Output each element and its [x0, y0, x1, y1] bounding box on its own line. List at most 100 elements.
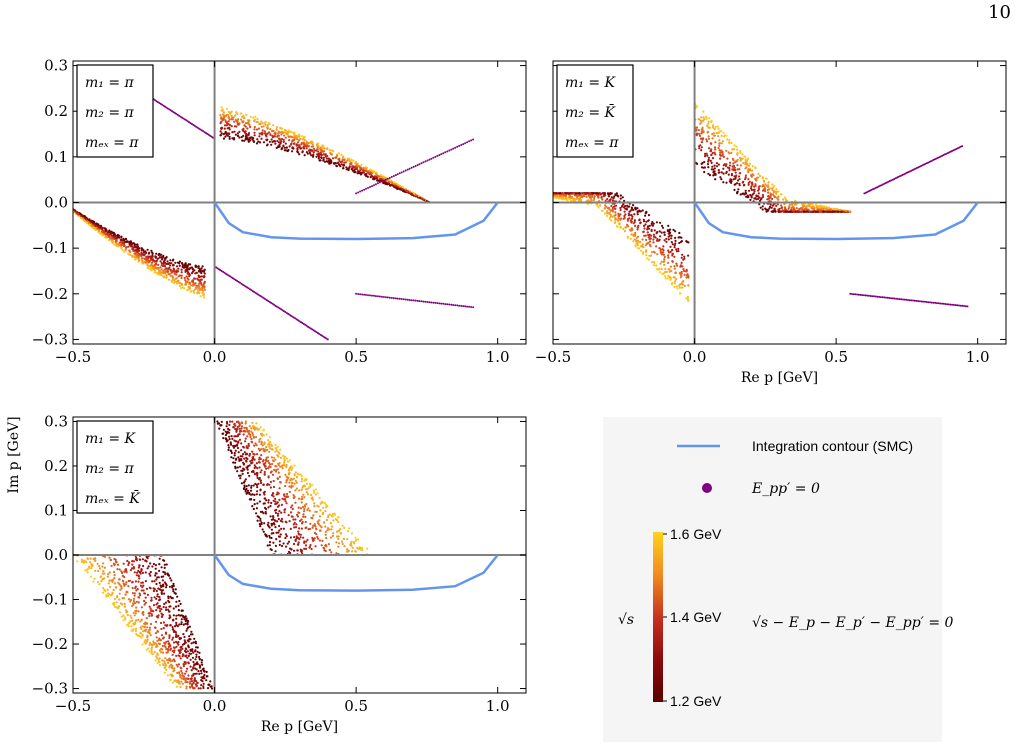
sqrt-s-point	[623, 199, 626, 202]
sqrt-s-point	[832, 210, 835, 213]
sqrt-s-point	[761, 184, 765, 187]
sqrt-s-point	[70, 208, 72, 210]
sqrt-s-point	[596, 204, 599, 207]
sqrt-s-point	[314, 545, 317, 548]
sqrt-s-point	[137, 580, 140, 583]
sqrt-s-point	[634, 244, 637, 247]
sqrt-s-point	[609, 192, 612, 195]
sqrt-s-point	[362, 169, 365, 172]
sqrt-s-point	[615, 225, 619, 228]
sqrt-s-point	[680, 256, 683, 259]
sqrt-s-point	[244, 135, 247, 138]
sqrt-s-point	[291, 146, 294, 149]
epp-zero-point	[359, 190, 362, 193]
sqrt-s-point	[224, 115, 227, 118]
sqrt-s-point	[156, 595, 159, 598]
sqrt-s-point	[718, 144, 721, 147]
sqrt-s-point	[701, 161, 704, 165]
sqrt-s-point	[707, 158, 710, 161]
integration-contour	[213, 201, 499, 241]
sqrt-s-point	[171, 674, 174, 678]
sqrt-s-point	[413, 192, 416, 195]
sqrt-s-point	[307, 142, 310, 145]
sqrt-s-point	[822, 210, 825, 213]
sqrt-s-point	[326, 160, 329, 163]
sqrt-s-point	[269, 133, 272, 136]
sqrt-s-point	[394, 184, 397, 187]
sqrt-s-point	[619, 206, 622, 210]
sqrt-s-point	[311, 141, 314, 144]
sqrt-s-point	[312, 153, 315, 156]
sqrt-s-point	[251, 505, 254, 508]
sqrt-s-point	[747, 171, 750, 174]
sqrt-s-point	[676, 264, 679, 267]
sqrt-s-point	[609, 213, 613, 216]
sqrt-s-point	[324, 525, 327, 528]
sqrt-s-point	[736, 168, 739, 171]
sqrt-s-point	[652, 241, 655, 244]
sqrt-s-point	[241, 120, 244, 124]
epp-zero-point	[890, 179, 893, 182]
sqrt-s-point	[259, 525, 262, 528]
sqrt-s-point	[159, 598, 162, 601]
epp-zero-point	[408, 167, 411, 170]
sqrt-s-point	[641, 238, 644, 241]
sqrt-s-point	[273, 523, 276, 526]
sqrt-s-point	[673, 282, 677, 285]
sqrt-s-point	[350, 168, 353, 171]
sqrt-s-point	[318, 529, 322, 532]
sqrt-s-point	[108, 556, 111, 559]
sqrt-s-point	[617, 195, 620, 198]
epp-zero-point	[935, 302, 938, 305]
sqrt-s-point	[772, 191, 776, 194]
sqrt-s-point	[168, 278, 171, 281]
sqrt-s-point	[571, 196, 574, 199]
sqrt-s-point	[297, 151, 300, 154]
sqrt-s-point	[630, 207, 634, 210]
sqrt-s-point	[180, 287, 183, 290]
sqrt-s-point	[178, 274, 182, 277]
sqrt-s-point	[653, 261, 656, 264]
sqrt-s-point	[326, 527, 330, 530]
sqrt-s-point	[267, 499, 270, 502]
sqrt-s-point	[545, 192, 547, 194]
sqrt-s-point	[253, 473, 256, 476]
sqrt-s-point	[228, 132, 231, 135]
sqrt-s-point	[696, 126, 699, 129]
sqrt-s-point	[120, 247, 123, 250]
sqrt-s-point	[568, 192, 572, 195]
sqrt-s-point	[253, 458, 256, 461]
sqrt-s-point	[300, 488, 303, 491]
sqrt-s-point	[812, 210, 815, 213]
sqrt-s-point	[673, 285, 676, 289]
sqrt-s-point	[652, 222, 655, 225]
sqrt-s-point	[171, 264, 175, 267]
sqrt-s-point	[143, 641, 146, 644]
sqrt-s-point	[602, 195, 606, 198]
sqrt-s-point	[255, 444, 258, 447]
sqrt-s-point	[118, 592, 121, 595]
sqrt-s-point	[662, 253, 666, 256]
sqrt-s-point	[772, 184, 775, 187]
x-tick-label: 0.5	[824, 348, 848, 366]
sqrt-s-point	[703, 118, 706, 121]
sqrt-s-point	[761, 208, 764, 211]
sqrt-s-point	[695, 134, 698, 137]
sqrt-s-point	[761, 205, 764, 208]
epp-zero-point	[941, 302, 943, 305]
sqrt-s-point	[202, 293, 206, 296]
mass-label-box	[556, 64, 634, 158]
sqrt-s-point	[652, 233, 656, 236]
sqrt-s-point	[663, 231, 666, 234]
epp-zero-point	[456, 304, 459, 307]
sqrt-s-point	[227, 110, 230, 113]
sqrt-s-point	[703, 170, 706, 174]
sqrt-s-point	[341, 158, 344, 161]
epp-zero-point	[452, 147, 455, 150]
sqrt-s-point	[326, 529, 329, 532]
sqrt-s-point	[734, 168, 737, 172]
sqrt-s-point	[671, 248, 674, 252]
sqrt-s-point	[711, 137, 714, 140]
epp-zero-point	[440, 153, 443, 156]
sqrt-s-point	[239, 474, 242, 477]
